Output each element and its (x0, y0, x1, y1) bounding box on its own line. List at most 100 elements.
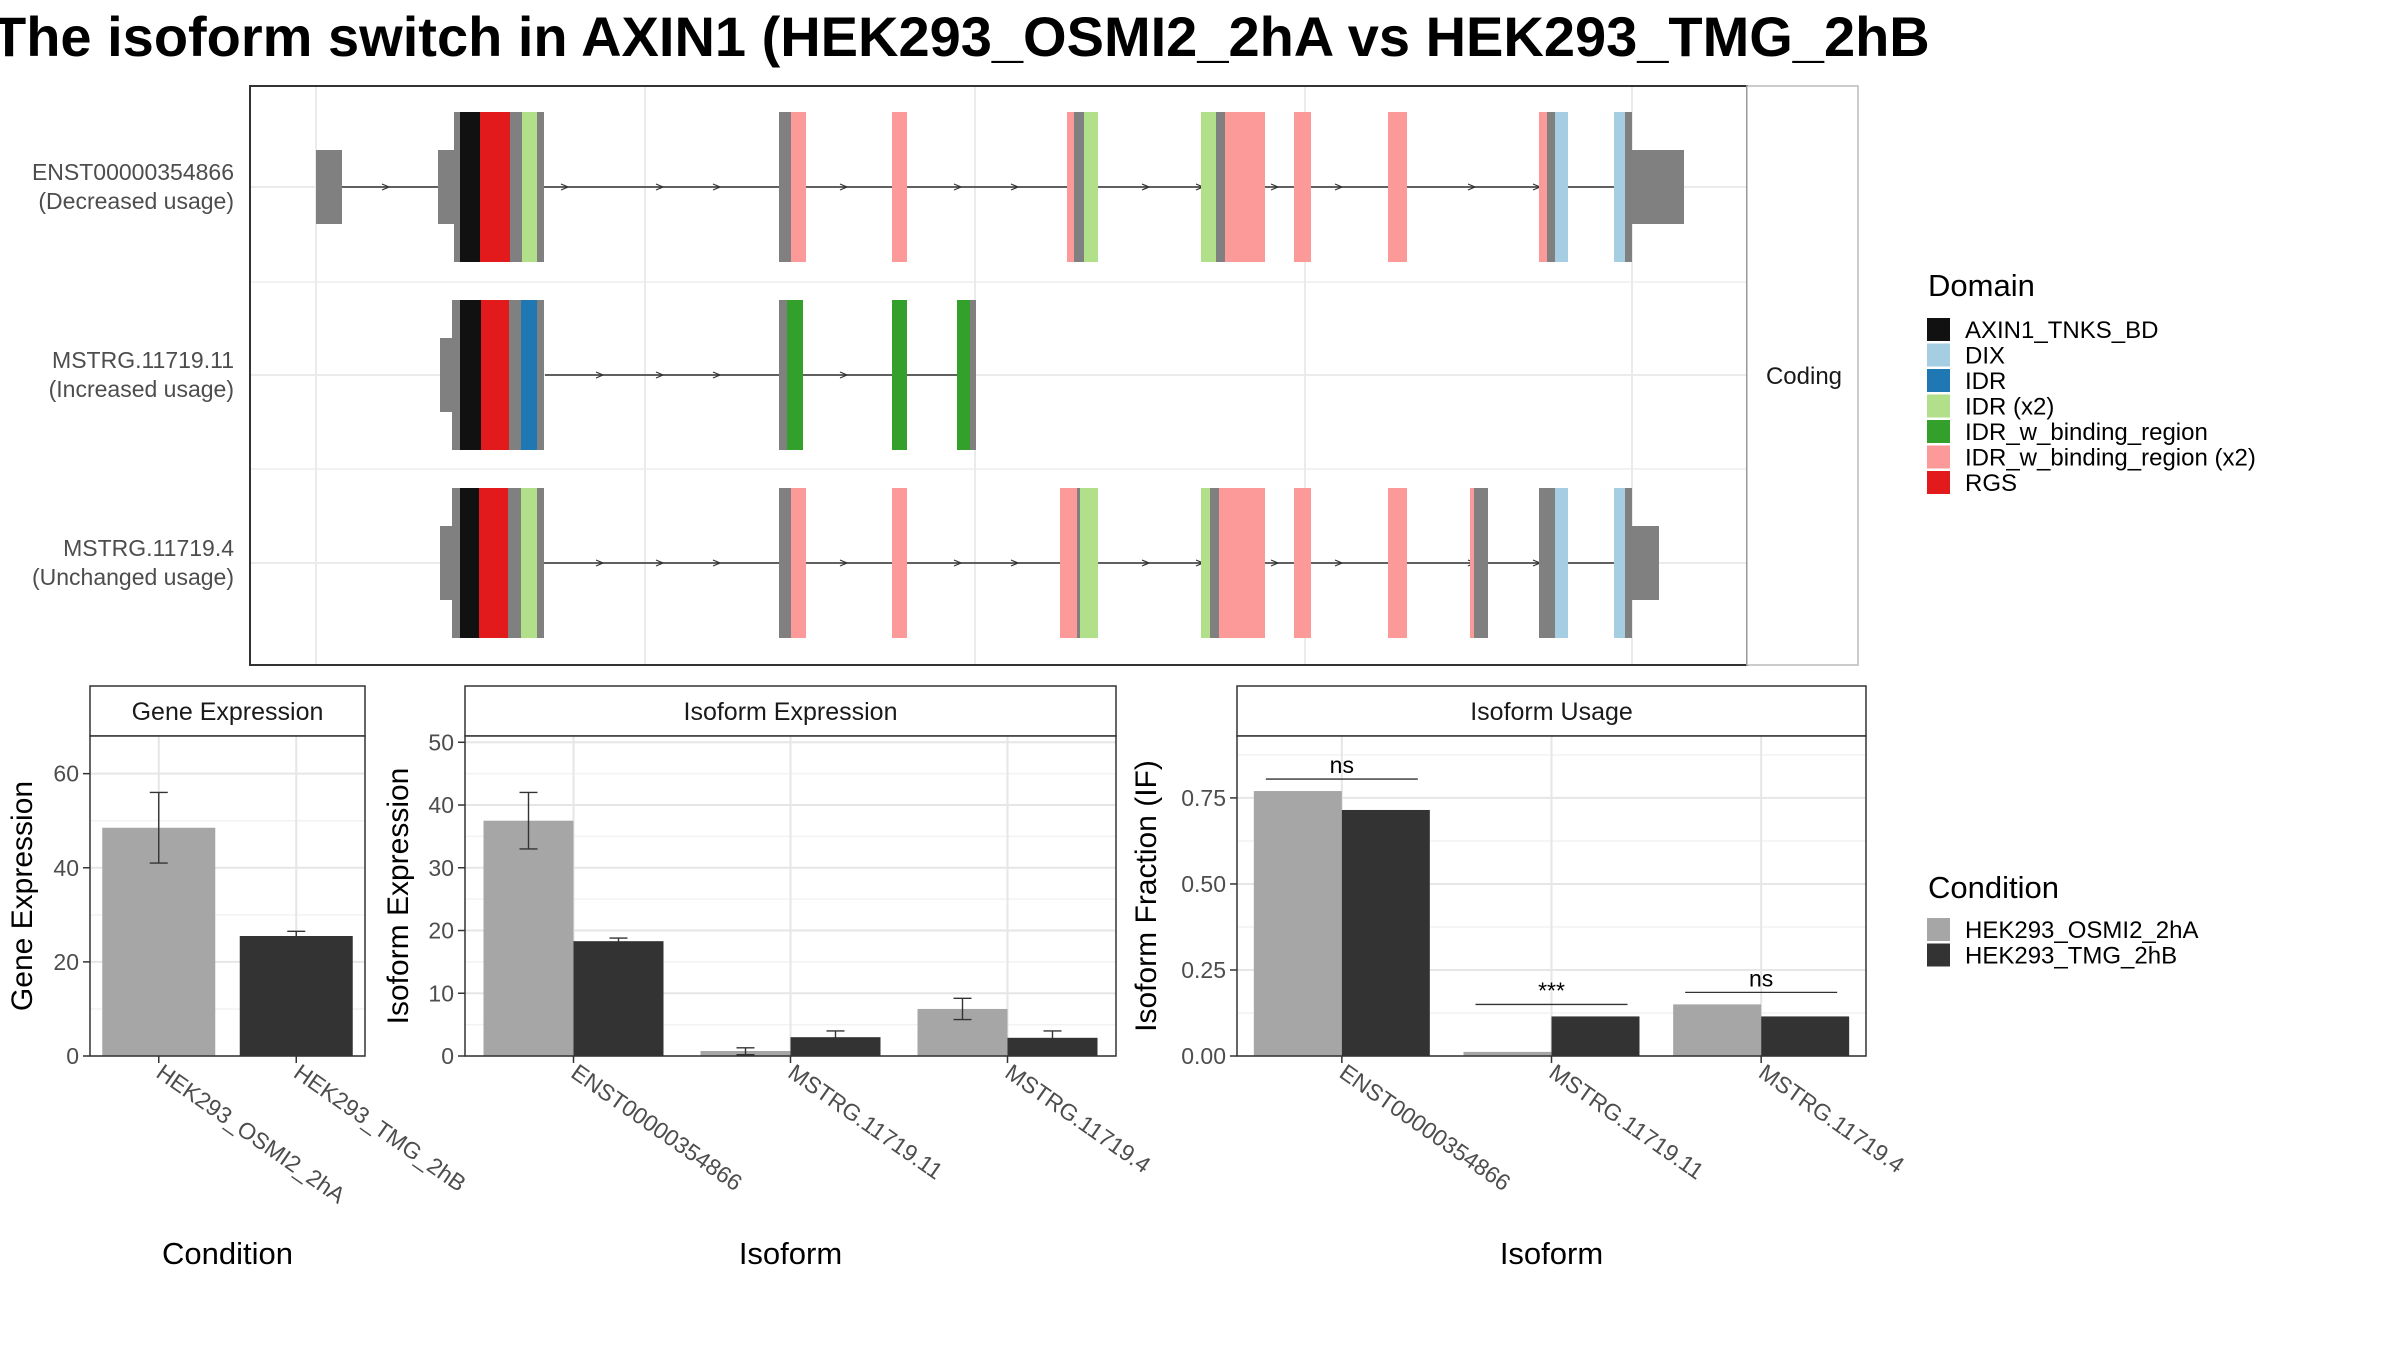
y-tick-label: 0 (66, 1043, 79, 1069)
significance-label: *** (1538, 977, 1565, 1003)
domain-legend-label: DIX (1965, 343, 2005, 370)
coding-exon (452, 488, 460, 638)
coding-exon (1294, 488, 1311, 638)
coding-exon (970, 300, 976, 450)
utr-exon (440, 526, 455, 600)
coding-exon (1074, 112, 1084, 262)
panel-title: Isoform Usage (1470, 698, 1633, 726)
figure-title: The isoform switch in AXIN1 (HEK293_OSMI… (0, 5, 1930, 68)
y-tick-label: 40 (53, 855, 79, 881)
panel-border (89, 735, 366, 1057)
error-bar (287, 930, 306, 942)
coding-exon (1210, 488, 1219, 638)
intron-arrow (1270, 559, 1280, 567)
domain-legend-title: Domain (1928, 268, 2035, 303)
bar (1463, 1051, 1552, 1056)
isoform-label: ENST00000354866 (32, 159, 234, 185)
x-tick-label: MSTRG.11719.11 (1545, 1059, 1709, 1185)
domain-legend-key (1927, 420, 1950, 443)
error-bar (826, 1030, 845, 1043)
intron-arrow (595, 371, 605, 379)
coding-exon (791, 112, 806, 262)
y-tick-label: 40 (428, 792, 454, 818)
coding-exon (1614, 488, 1625, 638)
gene-expression-panel: Gene Expression0204060HEK293_OSMI2_2hAHE… (6, 685, 471, 1271)
coding-exon (892, 488, 907, 638)
x-axis-title: Isoform (739, 1236, 842, 1271)
coding-exon (460, 488, 479, 638)
bar (573, 941, 664, 1056)
intron-arrow (655, 183, 665, 191)
coding-exon (521, 300, 537, 450)
coding-exon (537, 112, 544, 262)
x-tick-label: ENST00000354866 (567, 1059, 747, 1196)
domain-legend-label: IDR (1965, 368, 2006, 395)
domain-legend-label: IDR_w_binding_region (1965, 419, 2208, 446)
coding-exon (787, 300, 803, 450)
error-bar (1043, 1030, 1062, 1045)
utr-exon (438, 150, 455, 224)
intron-arrow (839, 371, 849, 379)
y-tick-label: 20 (428, 918, 454, 944)
coding-exon (1077, 488, 1080, 638)
coding-exon (1067, 112, 1074, 262)
bar (1761, 1016, 1850, 1056)
utr-exon (1632, 526, 1659, 600)
coding-exon (791, 488, 806, 638)
y-tick-label: 30 (428, 855, 454, 881)
panel-strip (1236, 685, 1867, 737)
panel-strip (464, 685, 1117, 737)
intron-arrow (1467, 183, 1477, 191)
intron-arrow (712, 371, 722, 379)
y-tick-label: 10 (428, 980, 454, 1006)
coding-exon (1084, 112, 1098, 262)
bar (102, 827, 216, 1056)
condition-legend-title: Condition (1928, 870, 2059, 905)
intron-arrow (1141, 183, 1151, 191)
coding-exon (537, 488, 544, 638)
error-bar (953, 997, 972, 1021)
domain-legend-key (1927, 471, 1950, 494)
intron-arrow (712, 183, 722, 191)
coding-exon (1216, 112, 1225, 262)
bar (790, 1037, 881, 1056)
facet-label: Coding (1766, 363, 1842, 390)
coding-exon (1539, 488, 1555, 638)
intron-arrow (1010, 183, 1020, 191)
panel-title: Gene Expression (132, 698, 324, 726)
bar (1551, 1016, 1640, 1056)
x-tick-label: MSTRG.11719.4 (1001, 1059, 1156, 1178)
error-bar (736, 1047, 755, 1056)
significance-label: ns (1330, 752, 1354, 778)
facet-strip (1746, 85, 1859, 666)
significance-label: ns (1749, 965, 1773, 991)
structure-row-0: ENST00000354866 (Decreased usage) (32, 112, 1684, 262)
condition-legend-label: HEK293_TMG_2hB (1965, 943, 2177, 970)
coding-exon (1080, 488, 1098, 638)
coding-exon (892, 112, 907, 262)
isoform-expression-panel: Isoform Expression 0 10 20 30 40 50 ENST0000035… (382, 685, 1156, 1271)
intron-arrow (595, 559, 605, 567)
coding-exon (1474, 488, 1488, 638)
bar (1253, 791, 1342, 1056)
coding-exon (892, 300, 907, 450)
coding-exon (1555, 488, 1568, 638)
intron-arrow (839, 183, 849, 191)
isoform-usage-label: (Unchanged usage) (32, 564, 234, 590)
condition-legend-key (1927, 918, 1950, 941)
coding-exon (1625, 488, 1632, 638)
intron-arrow (381, 183, 391, 191)
y-tick-label: 0.00 (1181, 1043, 1226, 1069)
y-tick-label: 50 (428, 729, 454, 755)
domain-legend-key (1927, 394, 1950, 418)
domain-legend-label: RGS (1965, 470, 2017, 497)
coding-exon (509, 300, 521, 450)
coding-exon (1539, 112, 1547, 262)
intron-arrow (560, 183, 570, 191)
coding-exon (460, 300, 481, 450)
intron-arrow (839, 559, 849, 567)
condition-legend-label: HEK293_OSMI2_2hA (1965, 917, 2198, 944)
